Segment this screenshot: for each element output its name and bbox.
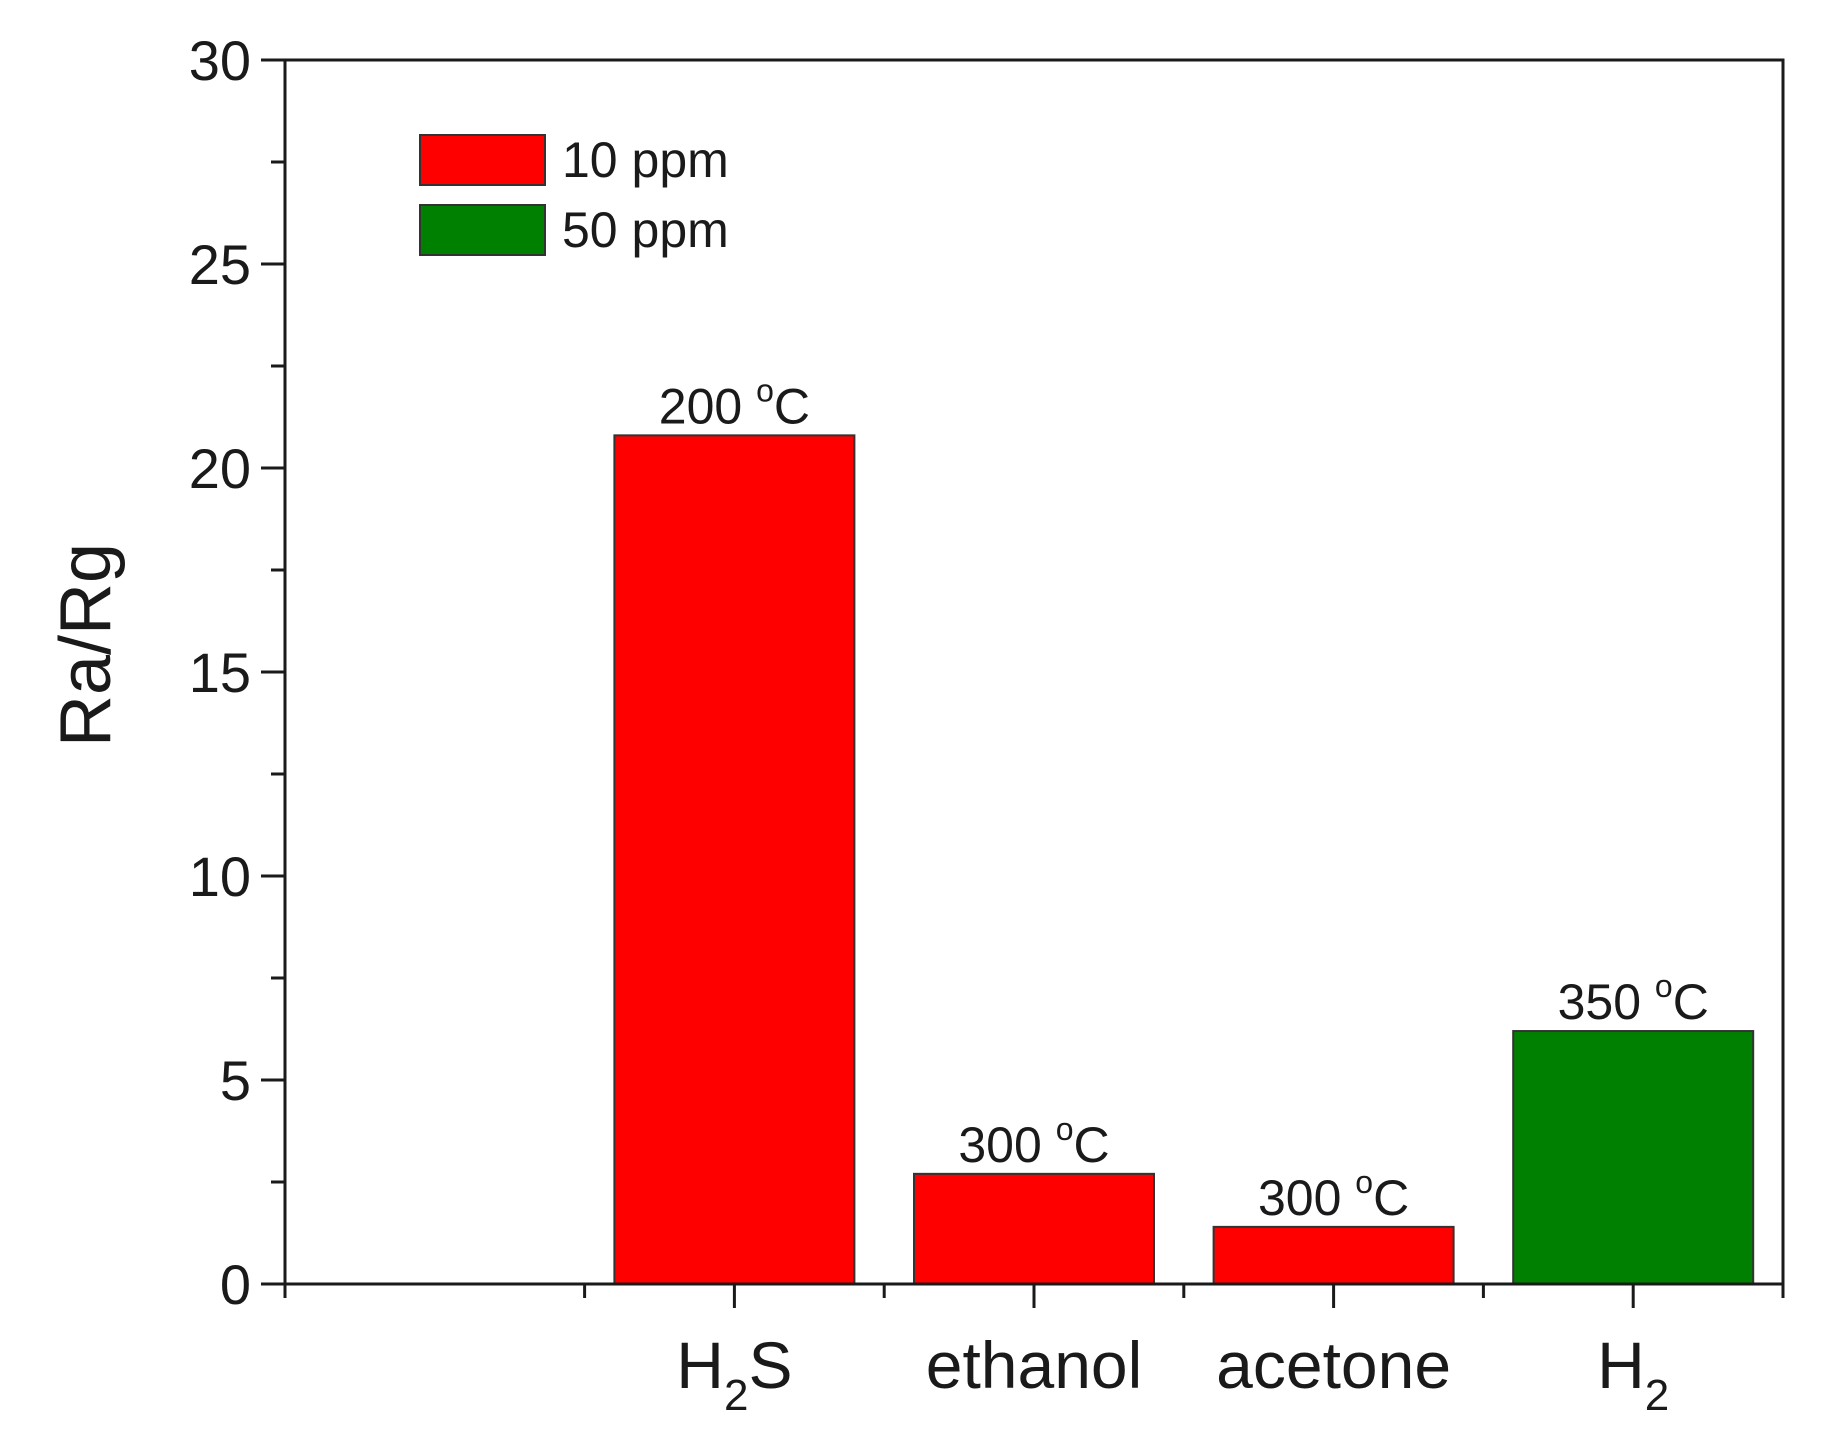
- y-tick-label: 5: [220, 1049, 251, 1112]
- legend-swatch-0: [419, 134, 546, 186]
- x-label-main: acetone: [1216, 1328, 1451, 1402]
- bar-label-number: 300: [1258, 1170, 1355, 1226]
- x-tick-label-2: acetone: [1216, 1328, 1451, 1402]
- x-label-subscript: 2: [1645, 1371, 1669, 1420]
- x-label-main: H: [676, 1328, 724, 1402]
- axes-layer: [261, 58, 1785, 1308]
- bar-label-degree: o: [1355, 1164, 1373, 1200]
- legend-label-0: 10 ppm: [562, 132, 729, 188]
- y-tick-label: 25: [189, 233, 251, 296]
- bar-3: [1512, 1030, 1755, 1286]
- y-axis-title: Ra/Rg: [46, 543, 126, 747]
- x-label-subscript: 2: [724, 1371, 748, 1420]
- bar-value-label-3: 350 oC: [1558, 968, 1709, 1030]
- bar-value-label-2: 300 oC: [1258, 1164, 1409, 1226]
- legend-label-1: 50 ppm: [562, 202, 729, 258]
- x-label-main: ethanol: [926, 1328, 1143, 1402]
- x-tick-label-0: H2S: [676, 1328, 792, 1420]
- y-tick-label: 10: [189, 845, 251, 908]
- bar-label-number: 300: [958, 1117, 1055, 1173]
- bar-label-number: 200: [659, 378, 756, 434]
- bar-label-degree: o: [756, 372, 774, 408]
- x-label-main: H: [1597, 1328, 1645, 1402]
- bar-label-number: 350: [1558, 974, 1655, 1030]
- y-tick-label: 0: [220, 1253, 251, 1316]
- bar-label-degree: o: [1655, 968, 1673, 1004]
- x-label-tail: S: [748, 1328, 792, 1402]
- bars-layer: [613, 434, 1755, 1286]
- bar-0: [613, 434, 856, 1285]
- legend-swatch-1: [419, 204, 546, 256]
- y-tick-label: 15: [189, 641, 251, 704]
- y-tick-label: 20: [189, 437, 251, 500]
- bar-1: [913, 1172, 1155, 1285]
- bar-label-unit: C: [1074, 1117, 1110, 1173]
- bar-label-unit: C: [1673, 974, 1709, 1030]
- x-tick-label-3: H2: [1597, 1328, 1669, 1420]
- bar-label-unit: C: [774, 378, 810, 434]
- x-tick-label-1: ethanol: [926, 1328, 1143, 1402]
- bar-value-label-1: 300 oC: [958, 1111, 1109, 1173]
- legend: 10 ppm 50 ppm: [419, 132, 729, 258]
- bar-2: [1212, 1225, 1455, 1286]
- bar-label-degree: o: [1056, 1111, 1074, 1147]
- y-tick-label: 30: [189, 29, 251, 92]
- bar-label-unit: C: [1373, 1170, 1409, 1226]
- bar-value-label-0: 200 oC: [659, 372, 810, 434]
